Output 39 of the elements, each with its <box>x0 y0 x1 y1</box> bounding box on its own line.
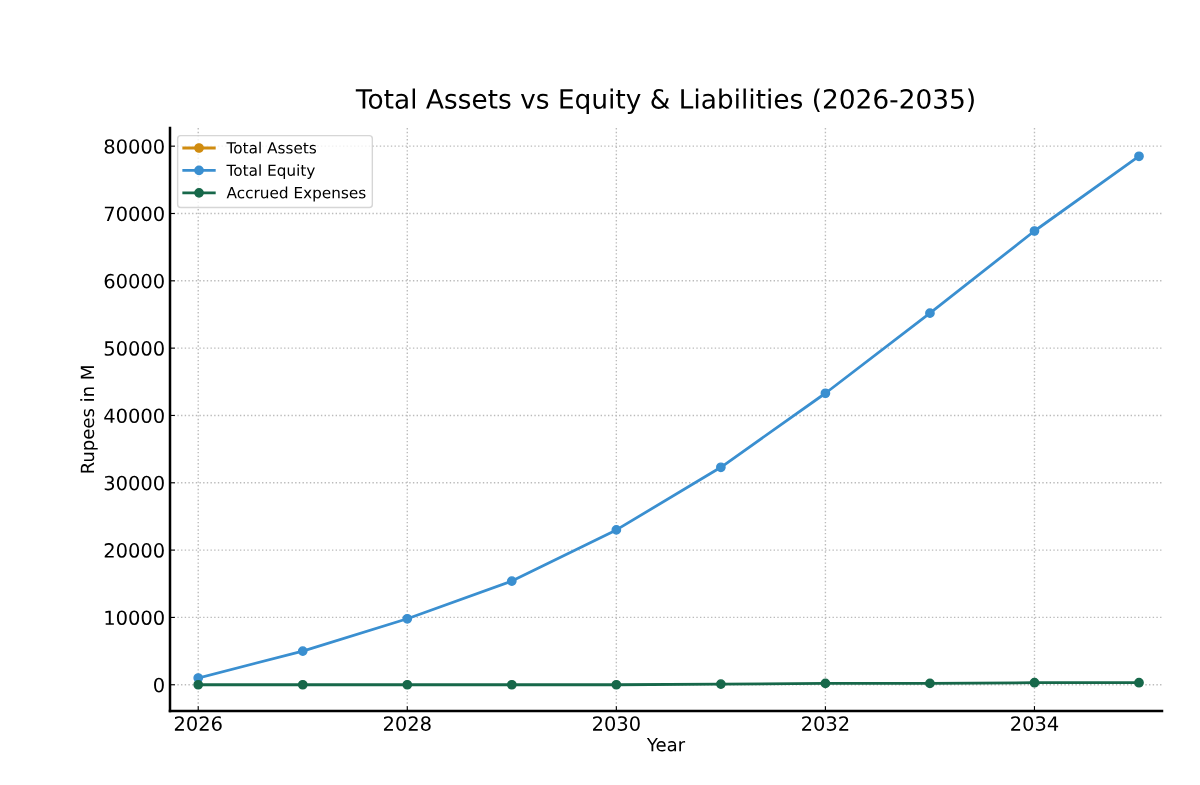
y-tick-label: 70000 <box>104 206 164 222</box>
point <box>1029 677 1040 688</box>
point <box>716 462 726 473</box>
point <box>297 646 308 656</box>
y-tick-label: 80000 <box>104 139 164 154</box>
point <box>1134 677 1144 688</box>
x-tick-label: 2034 <box>1011 716 1059 731</box>
y-axis-title: Rupees in M <box>80 366 98 473</box>
point <box>820 678 831 689</box>
x-tick-label: 2032 <box>802 716 849 731</box>
y-tick-label: 40000 <box>104 408 164 424</box>
point <box>506 679 517 690</box>
point <box>611 525 622 535</box>
legend-label: Total Assets <box>226 141 317 154</box>
point <box>1029 226 1040 236</box>
point <box>716 679 726 689</box>
point <box>1134 151 1144 162</box>
x-axis-title: Year <box>646 738 686 752</box>
point <box>402 613 413 624</box>
y-tick-label: 10000 <box>105 610 164 626</box>
point <box>297 679 308 690</box>
y-tick-label: 30000 <box>104 475 164 491</box>
point <box>193 679 204 690</box>
point <box>506 576 517 586</box>
x-tick-label: 2026 <box>174 716 222 731</box>
legend-label: Total Equity <box>226 164 315 179</box>
y-tick-label: 50000 <box>104 341 164 356</box>
chart-title: Total Assets vs Equity & Liabilities (2026-2035) <box>355 88 974 115</box>
point <box>611 679 622 690</box>
y-tick-label: 60000 <box>104 273 164 289</box>
y-tick-label: 0 <box>154 677 164 693</box>
y-tick-label: 20000 <box>104 543 164 558</box>
point <box>925 308 935 318</box>
x-tick-label: 2030 <box>593 716 640 731</box>
point <box>820 388 831 399</box>
legend-label: Accrued Expenses <box>226 186 366 202</box>
x-tick-label: 2028 <box>383 716 431 731</box>
point <box>925 678 935 689</box>
point <box>402 679 413 690</box>
